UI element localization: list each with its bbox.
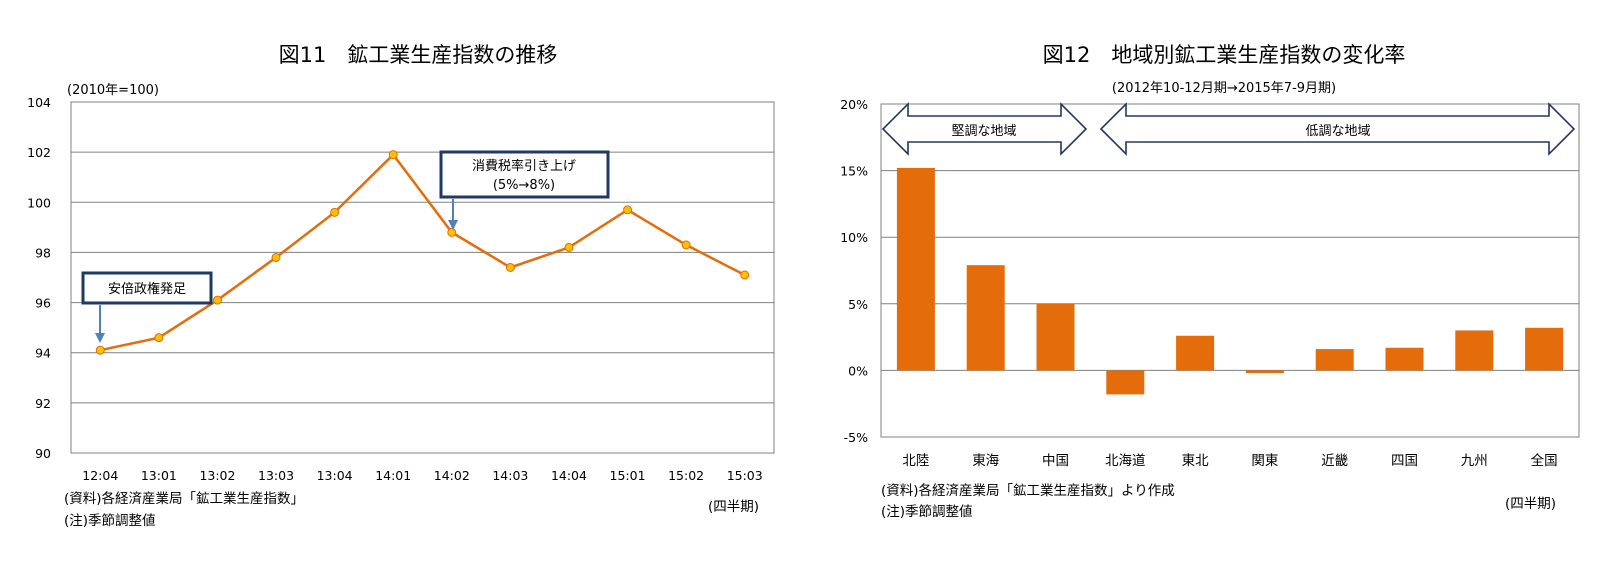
x-tick-label: 13:04 <box>317 468 353 483</box>
data-point <box>447 227 457 237</box>
annotation-text: 堅調な地域 <box>951 124 1016 139</box>
annotation-text-line1: 消費税率引き上げ <box>472 158 576 174</box>
chart2-plot-area <box>880 103 1580 438</box>
y-tick-label: 100 <box>27 195 51 210</box>
bar <box>1525 327 1564 371</box>
data-point <box>154 333 164 343</box>
chart1-series <box>95 150 750 355</box>
annotation-arrowhead <box>95 333 105 343</box>
data-point <box>95 345 105 355</box>
annotation-text: 安倍政権発足 <box>108 281 186 297</box>
x-tick-label: 近畿 <box>1321 453 1348 469</box>
chart1-x-axis: 12:04 13:01 13:02 13:03 13:04 14:01 14:02 14:03… <box>82 468 762 483</box>
x-tick-label: 九州 <box>1461 453 1488 469</box>
chart1-subtitle: (2010年=100) <box>67 83 159 98</box>
annotation-text-line2: (5%→8%) <box>493 178 555 193</box>
y-tick-label: 104 <box>27 95 51 110</box>
double-arrow-shape <box>1099 102 1576 156</box>
data-point <box>271 252 281 262</box>
x-tick-label: 13:02 <box>199 468 235 483</box>
chart2-subtitle: (2012年10-12月期→2015年7-9月期) <box>1112 81 1336 96</box>
data-point <box>505 262 515 272</box>
y-tick-label: -5% <box>844 430 868 445</box>
data-point <box>681 240 691 250</box>
chart1-x-unit: (四半期) <box>708 499 759 515</box>
y-tick-label: 102 <box>27 145 51 160</box>
chart1-annotation-abe: 安倍政権発足 <box>81 271 213 343</box>
x-tick-label: 東北 <box>1182 453 1210 469</box>
x-tick-label: 東海 <box>972 453 999 469</box>
x-tick-label: 14:03 <box>492 468 528 483</box>
data-point <box>330 207 340 217</box>
y-tick-label: 98 <box>35 245 51 260</box>
chart2-title: 図12 地域別鉱工業生産指数の変化率 <box>1043 43 1406 67</box>
x-tick-label: 北陸 <box>902 453 929 469</box>
annotation-box <box>81 271 213 305</box>
bar <box>1385 347 1424 371</box>
chart2-x-axis: 北陸 東海 中国 北海道 東北 関東 近畿 四国 九州 全国 <box>902 452 1557 469</box>
annotation-box <box>439 150 610 199</box>
x-tick-label: 北海道 <box>1105 453 1146 469</box>
chart2-note-adjust: (注)季節調整値 <box>881 504 973 520</box>
bar <box>1106 370 1145 395</box>
x-tick-label: 14:02 <box>434 468 470 483</box>
chart1-y-axis: 90 92 94 96 98 100 102 104 <box>27 95 51 461</box>
chart2-note-source: (資料)各経済産業局「鉱工業生産指数」より作成 <box>881 483 1175 499</box>
x-tick-label: 中国 <box>1042 453 1069 469</box>
y-tick-label: 0% <box>848 363 868 378</box>
y-tick-label: 96 <box>35 296 51 311</box>
chart1-annotation-tax: 消費税率引き上げ (5%→8%) <box>439 150 610 230</box>
bar <box>1455 330 1494 371</box>
bar <box>896 167 935 371</box>
data-point <box>212 295 222 305</box>
chart1-plot-area <box>70 101 775 454</box>
chart2-series <box>896 167 1564 395</box>
x-tick-label: 14:04 <box>551 468 587 483</box>
bar <box>1036 303 1075 371</box>
x-tick-label: 15:01 <box>610 468 646 483</box>
x-tick-label: 13:01 <box>141 468 177 483</box>
data-point <box>623 205 633 215</box>
data-point <box>564 242 574 252</box>
chart2-y-axis: -5% 0% 5% 10% 15% 20% <box>840 97 868 445</box>
annotation-text: 低調な地域 <box>1305 124 1370 139</box>
x-tick-label: 15:03 <box>727 468 763 483</box>
x-tick-label: 15:02 <box>668 468 704 483</box>
chart2-annotation-weak: 低調な地域 <box>1099 102 1576 156</box>
bar <box>966 265 1005 371</box>
x-tick-label: 14:01 <box>375 468 411 483</box>
y-tick-label: 10% <box>840 230 868 245</box>
bar <box>1176 335 1215 371</box>
chart1-gridlines <box>71 151 774 404</box>
x-tick-label: 全国 <box>1531 452 1558 469</box>
double-arrow-shape <box>881 102 1088 156</box>
x-tick-label: 四国 <box>1391 453 1418 469</box>
y-tick-label: 20% <box>840 97 868 112</box>
bar <box>1315 349 1354 371</box>
chart1-title: 図11 鉱工業生産指数の推移 <box>279 43 558 67</box>
chart1-note-source: (資料)各経済産業局「鉱工業生産指数」 <box>64 491 304 507</box>
data-point <box>388 150 398 160</box>
y-tick-label: 92 <box>35 396 51 411</box>
y-tick-label: 90 <box>35 446 51 461</box>
x-tick-label: 12:04 <box>82 468 118 483</box>
y-tick-label: 94 <box>35 346 51 361</box>
bar <box>1245 370 1284 374</box>
y-tick-label: 5% <box>848 297 868 312</box>
x-tick-label: 13:03 <box>258 468 294 483</box>
series-line <box>100 152 746 352</box>
chart1-note-adjust: (注)季節調整値 <box>64 513 156 529</box>
annotation-arrowhead <box>448 220 458 230</box>
chart2-annotation-strong: 堅調な地域 <box>881 102 1088 156</box>
data-point <box>740 270 750 280</box>
y-tick-label: 15% <box>840 164 868 179</box>
chart2-x-unit: (四半期) <box>1505 496 1556 512</box>
x-tick-label: 関東 <box>1251 453 1278 469</box>
